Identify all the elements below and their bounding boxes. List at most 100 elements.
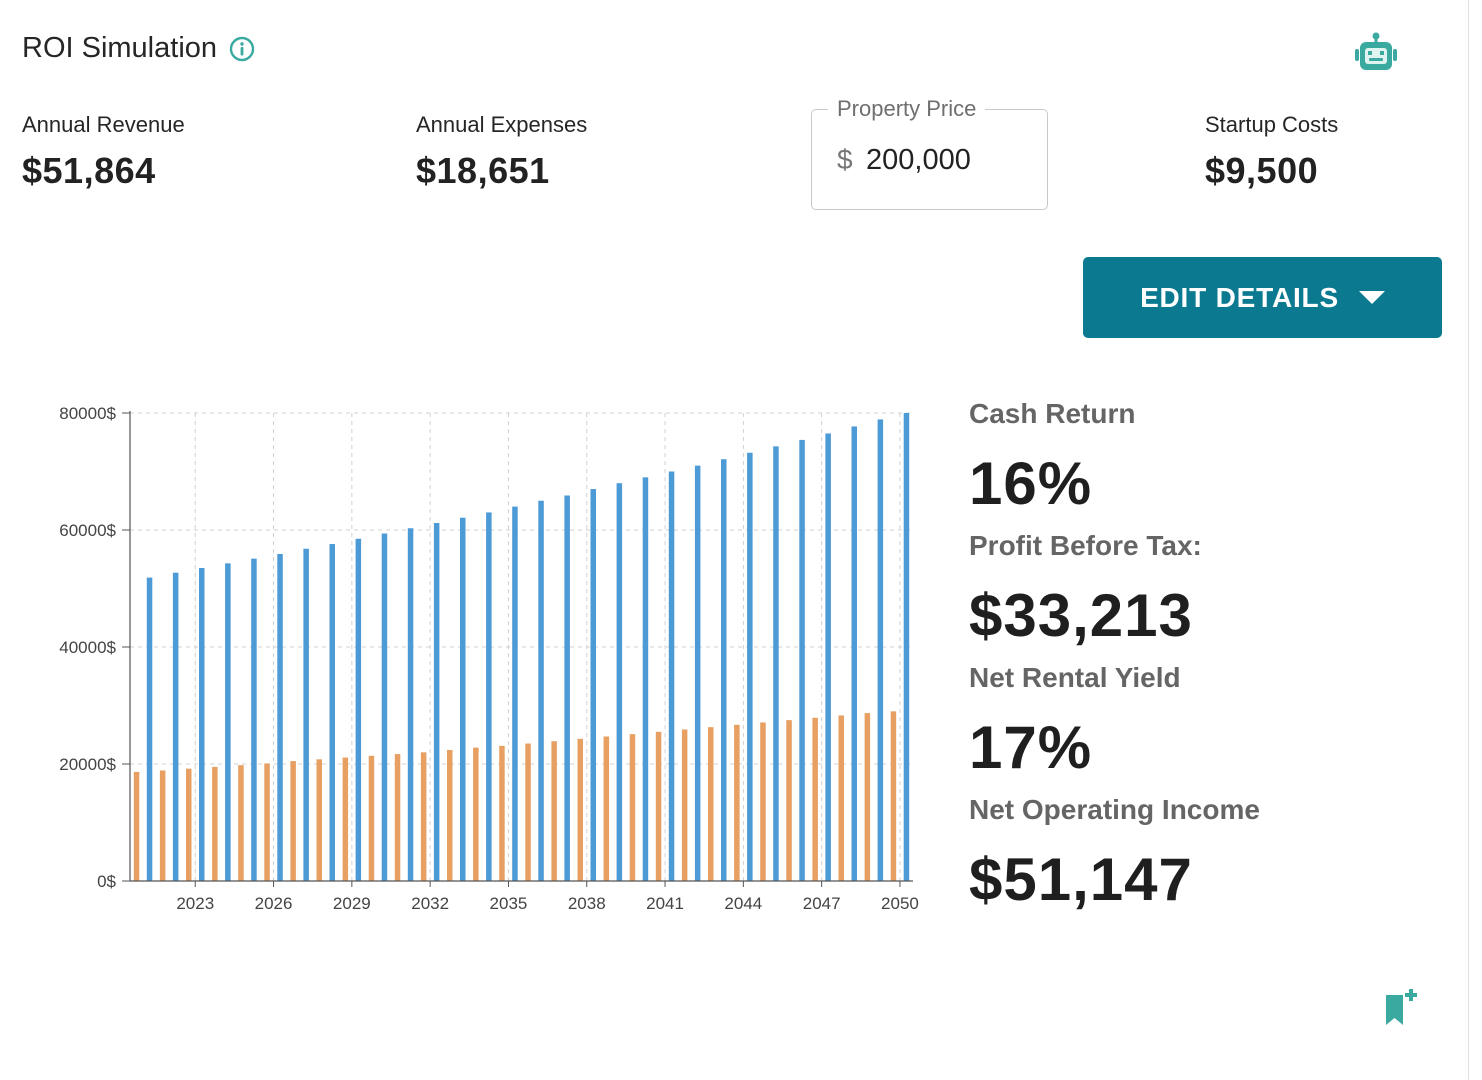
revenue-bar [799, 439, 805, 881]
annual-revenue-value: $51,864 [22, 150, 156, 191]
expense-bar [786, 720, 792, 881]
annual-expenses-label: Annual Expenses [416, 112, 588, 137]
expense-bar [655, 731, 662, 881]
y-tick-label: 80000$ [59, 404, 116, 423]
expense-bar [368, 755, 375, 881]
property-price-label: Property Price [828, 96, 986, 122]
expense-bar [577, 738, 583, 881]
revenue-bar [747, 452, 753, 881]
revenue-bar [668, 471, 675, 881]
revenue-bar [407, 528, 414, 881]
x-tick-label: 2038 [568, 894, 606, 913]
x-tick-label: 2029 [333, 894, 371, 913]
expense-bar [473, 747, 479, 881]
revenue-bar [825, 433, 831, 881]
startup-costs: Startup Costs $9,500 [1205, 112, 1338, 192]
revenue-bar [642, 477, 649, 881]
y-tick-label: 60000$ [59, 521, 116, 540]
cash-return-label: Cash Return [969, 398, 1136, 429]
annual-expenses-value: $18,651 [416, 150, 550, 191]
expense-bar [603, 736, 610, 881]
annual-revenue: Annual Revenue $51,864 [22, 112, 185, 192]
revenue-bar [199, 568, 205, 881]
expense-bar [420, 752, 427, 881]
revenue-bar [172, 572, 179, 881]
expense-bar [629, 734, 636, 881]
property-price-field[interactable]: Property Price $ [811, 96, 1048, 210]
revenue-bar [616, 483, 623, 881]
expense-bar [838, 715, 844, 881]
revenue-bar [460, 517, 466, 881]
edit-details-label: EDIT DETAILS [1140, 281, 1339, 313]
x-tick-label: 2041 [646, 894, 684, 913]
annual-expenses: Annual Expenses $18,651 [416, 112, 587, 192]
net-rental-yield-label: Net Rental Yield [969, 662, 1181, 693]
edit-details-button[interactable]: EDIT DETAILS [1083, 257, 1442, 338]
info-icon[interactable] [229, 36, 255, 62]
roi-bar-chart: 0$ 20000$ 40000$ 60000$ 80000$ 2023 2026 2029 20… [59, 404, 919, 913]
revenue-bar [146, 577, 153, 881]
cash-return-value: 16% [969, 450, 1093, 517]
revenue-bar [512, 506, 518, 881]
expense-bar [499, 745, 505, 881]
bookmark-add-icon[interactable] [1383, 989, 1419, 1027]
startup-costs-label: Startup Costs [1205, 112, 1339, 137]
y-tick-label: 0$ [97, 872, 116, 891]
expense-bar [760, 722, 766, 881]
expense-bar [447, 749, 453, 881]
stats-panel: Cash Return 16% Profit Before Tax: $33,2… [969, 398, 1260, 910]
net-operating-income-label: Net Operating Income [969, 794, 1260, 825]
revenue-bar [251, 558, 257, 881]
revenue-bar [877, 419, 884, 881]
expense-bar [186, 768, 192, 881]
x-tick-label: 2032 [411, 894, 449, 913]
net-operating-income-value: $51,147 [969, 846, 1193, 913]
x-tick-label: 2047 [803, 894, 841, 913]
expense-bar [890, 711, 897, 881]
scrollbar-track[interactable] [1468, 0, 1482, 1080]
expense-bar [525, 743, 531, 881]
revenue-bar [225, 563, 231, 881]
expense-bar [812, 717, 818, 881]
x-tick-label: 2023 [176, 894, 214, 913]
profit-before-tax-label: Profit Before Tax: [969, 530, 1202, 561]
currency-symbol: $ [837, 144, 853, 175]
caret-down-icon [1358, 291, 1385, 304]
revenue-bar [277, 553, 283, 881]
expense-bar [290, 761, 296, 881]
x-tick-label: 2026 [255, 894, 293, 913]
expense-bar [133, 771, 140, 881]
expense-bar [264, 763, 270, 881]
annual-revenue-label: Annual Revenue [22, 112, 185, 137]
expense-bar [159, 770, 166, 881]
y-tick-label: 40000$ [59, 638, 116, 657]
property-price-input[interactable] [866, 142, 1036, 178]
profit-before-tax-value: $33,213 [969, 582, 1193, 649]
expense-bar [212, 766, 218, 881]
x-tick-label: 2050 [881, 894, 919, 913]
net-rental-yield-value: 17% [969, 714, 1093, 781]
expense-bar [238, 765, 244, 881]
expense-bar [734, 724, 740, 881]
robot-icon[interactable] [1354, 32, 1398, 72]
revenue-bar [303, 548, 309, 881]
page-title: ROI Simulation [22, 32, 218, 64]
expense-bar [864, 713, 871, 881]
revenue-bar [538, 500, 544, 881]
expense-bar [342, 757, 349, 881]
revenue-bar [433, 522, 440, 881]
revenue-bar [381, 533, 388, 881]
revenue-bar [486, 512, 492, 881]
revenue-bar [564, 495, 570, 881]
revenue-bar [355, 538, 362, 881]
revenue-bar [329, 544, 335, 881]
expense-bar [394, 754, 401, 881]
expense-bar [316, 759, 322, 881]
revenue-bar [851, 426, 857, 881]
startup-costs-value: $9,500 [1205, 150, 1319, 191]
x-tick-label: 2044 [724, 894, 762, 913]
expense-bar [551, 741, 557, 881]
x-tick-label: 2035 [490, 894, 528, 913]
revenue-bar [721, 459, 727, 881]
revenue-bar [773, 446, 779, 881]
